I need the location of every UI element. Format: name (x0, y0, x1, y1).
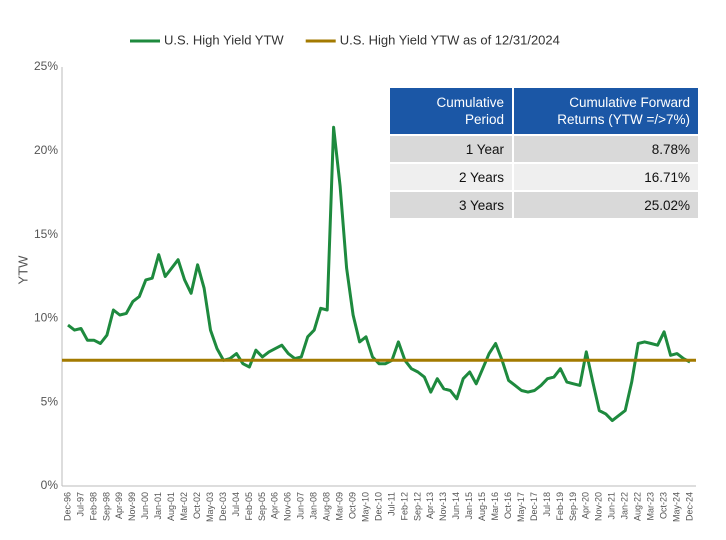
x-tick-label: Jan-22 (620, 492, 630, 520)
x-tick-label: May-17 (516, 492, 526, 522)
table-cell: 25.02% (513, 190, 698, 218)
y-tick-label: 0% (41, 478, 59, 492)
x-tick-label: Feb-12 (399, 492, 409, 521)
table-cell: 3 Years (390, 190, 514, 218)
x-tick-label: Apr-99 (114, 492, 124, 519)
x-tick-label: Jun-14 (451, 492, 461, 520)
x-tick-label: Jul-97 (75, 492, 85, 517)
x-tick-label: Aug-08 (322, 492, 332, 521)
table-header: Cumulative Period (390, 88, 514, 135)
x-tick-label: Dec-24 (684, 492, 694, 521)
y-tick-label: 20% (34, 143, 58, 157)
x-tick-label: Apr-13 (425, 492, 435, 519)
x-tick-label: Apr-20 (581, 492, 591, 519)
legend-label: U.S. High Yield YTW as of 12/31/2024 (340, 32, 560, 47)
x-tick-label: Apr-06 (270, 492, 280, 519)
x-tick-label: Oct-02 (192, 492, 202, 519)
x-tick-label: Oct-23 (658, 492, 668, 519)
x-tick-label: May-03 (205, 492, 215, 522)
y-tick-label: 10% (34, 311, 58, 325)
x-tick-label: Nov-20 (594, 492, 604, 521)
table-cell: 1 Year (390, 134, 514, 163)
x-tick-label: Sep-05 (257, 492, 267, 521)
x-tick-label: May-24 (671, 492, 681, 522)
x-tick-label: Feb-98 (88, 492, 98, 521)
x-tick-label: Mar-16 (490, 492, 500, 521)
y-tick-label: 5% (41, 394, 59, 408)
data-line (67, 125, 691, 423)
x-tick-label: Feb-05 (244, 492, 254, 521)
x-tick-label: Sep-19 (568, 492, 578, 521)
x-tick-label: Mar-23 (646, 492, 656, 521)
x-tick-label: Aug-01 (166, 492, 176, 521)
x-tick-label: Jun-00 (140, 492, 150, 520)
x-tick-label: Jul-18 (542, 492, 552, 517)
x-tick-label: Feb-19 (555, 492, 565, 521)
table-cell: 16.71% (513, 162, 698, 191)
x-tick-label: May-10 (360, 492, 370, 522)
x-tick-label: Dec-03 (218, 492, 228, 521)
table-header: Cumulative Forward Returns (YTW =/>7%) (513, 88, 698, 135)
x-tick-label: Nov-99 (127, 492, 137, 521)
x-tick-label: Dec-10 (373, 492, 383, 521)
x-tick-label: Mar-09 (335, 492, 345, 521)
x-tick-label: Dec-96 (62, 492, 72, 521)
x-tick-label: Mar-02 (179, 492, 189, 521)
x-tick-label: Oct-16 (503, 492, 513, 519)
x-tick-label: Jun-07 (296, 492, 306, 520)
legend-label: U.S. High Yield YTW (164, 32, 284, 47)
x-tick-label: Jun-21 (607, 492, 617, 520)
x-tick-label: Jan-01 (153, 492, 163, 520)
x-tick-label: Jul-04 (231, 492, 241, 517)
x-tick-label: Nov-13 (438, 492, 448, 521)
x-tick-label: Aug-15 (477, 492, 487, 521)
x-tick-label: Oct-09 (347, 492, 357, 519)
y-tick-label: 15% (34, 227, 58, 241)
x-tick-label: Nov-06 (283, 492, 293, 521)
x-tick-label: Jan-08 (309, 492, 319, 520)
returns-table: Cumulative Period Cumulative Forward Ret… (390, 88, 698, 218)
y-axis-label: YTW (15, 255, 30, 285)
table-cell: 2 Years (390, 162, 514, 191)
x-tick-label: Sep-98 (101, 492, 111, 521)
x-tick-label: Sep-12 (412, 492, 422, 521)
x-tick-label: Aug-22 (633, 492, 643, 521)
y-tick-label: 25% (34, 59, 58, 73)
x-tick-label: Jul-11 (386, 492, 396, 516)
x-tick-label: Jan-15 (464, 492, 474, 520)
x-tick-label: Dec-17 (529, 492, 539, 521)
table-cell: 8.78% (513, 134, 698, 163)
